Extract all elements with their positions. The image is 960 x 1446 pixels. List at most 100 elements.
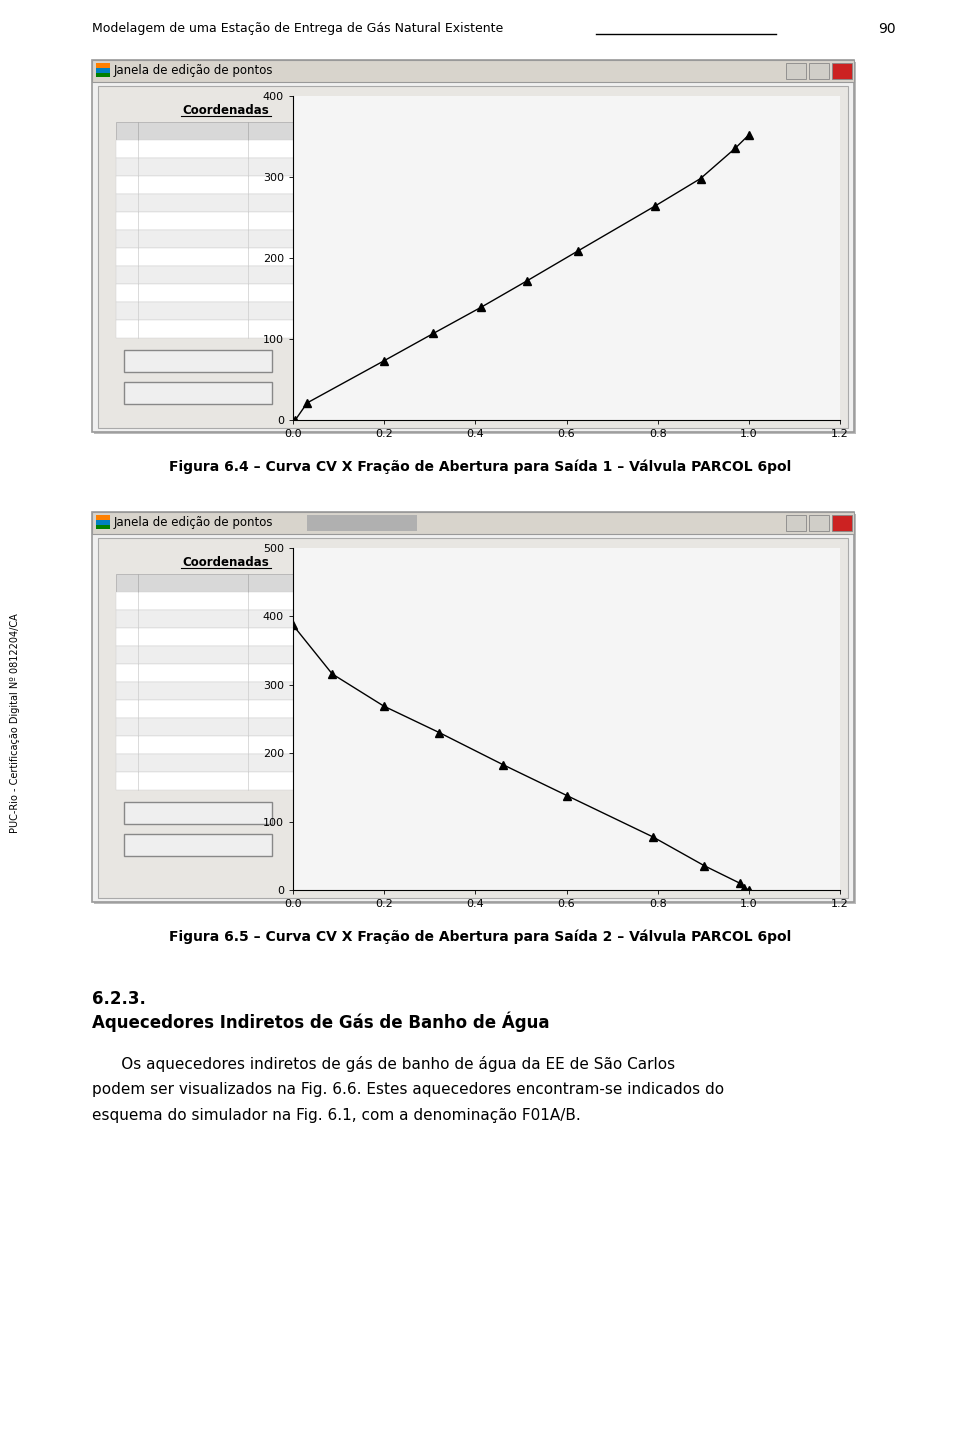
Text: Janela de edição de pontos: Janela de edição de pontos xyxy=(114,64,274,77)
Text: 35.6: 35.6 xyxy=(252,720,276,730)
Bar xyxy=(116,158,298,176)
Bar xyxy=(116,772,298,790)
Text: 171.7: 171.7 xyxy=(252,231,282,241)
Text: 4: 4 xyxy=(118,197,125,205)
Text: 1: 1 xyxy=(118,594,125,604)
Text: 9: 9 xyxy=(118,737,125,748)
Bar xyxy=(116,591,298,610)
Bar xyxy=(116,283,298,302)
Bar xyxy=(94,62,856,434)
Bar xyxy=(772,581,838,604)
Text: 0.031: 0.031 xyxy=(142,161,172,171)
Text: 0.321: 0.321 xyxy=(142,648,172,658)
Text: esquema do simulador na Fig. 6.1, com a denominação F01A/B.: esquema do simulador na Fig. 6.1, com a … xyxy=(92,1108,581,1124)
Bar xyxy=(96,521,110,525)
Bar xyxy=(116,610,298,628)
Text: 0.894: 0.894 xyxy=(142,286,172,296)
Text: 1: 1 xyxy=(118,142,125,152)
Text: 2: 2 xyxy=(118,612,125,622)
Text: –: – xyxy=(793,516,799,526)
Text: Os aquecedores indiretos de gás de banho de água da EE de São Carlos: Os aquecedores indiretos de gás de banho… xyxy=(92,1056,675,1071)
Text: 0.199: 0.199 xyxy=(142,630,172,641)
Text: Calcular: Calcular xyxy=(175,839,221,847)
Bar xyxy=(116,574,298,591)
Text: 0.000: 0.000 xyxy=(142,594,172,604)
Bar xyxy=(124,834,272,856)
Bar xyxy=(116,176,298,194)
Bar xyxy=(116,121,298,140)
Text: 1: 1 xyxy=(142,774,149,784)
Bar xyxy=(809,64,829,80)
Bar xyxy=(116,664,298,683)
Text: 6.2.3.: 6.2.3. xyxy=(92,991,146,1008)
Text: 0.626: 0.626 xyxy=(142,250,172,260)
Bar xyxy=(116,249,298,266)
Bar xyxy=(98,85,848,428)
Text: 0.005: 0.005 xyxy=(142,142,172,152)
Bar xyxy=(92,59,854,82)
Text: CV: CV xyxy=(265,124,281,134)
Text: 77.8: 77.8 xyxy=(252,701,276,711)
Text: 6: 6 xyxy=(118,684,125,694)
Bar xyxy=(116,736,298,753)
Text: 7: 7 xyxy=(118,701,126,711)
Bar xyxy=(116,628,298,646)
Text: 137.7: 137.7 xyxy=(252,684,282,694)
Text: 3.5: 3.5 xyxy=(252,756,269,766)
Text: 139.3: 139.3 xyxy=(252,214,282,224)
Text: 0.789: 0.789 xyxy=(142,701,172,711)
Text: Adicionar pontos: Adicionar pontos xyxy=(152,354,245,364)
Text: X: X xyxy=(838,516,846,526)
Bar xyxy=(786,515,806,531)
Text: 5: 5 xyxy=(118,667,125,675)
Text: 0.308: 0.308 xyxy=(142,197,172,205)
Bar xyxy=(772,130,838,152)
Text: CV: CV xyxy=(265,576,281,586)
Bar xyxy=(772,549,838,573)
Text: –: – xyxy=(793,64,799,74)
Bar xyxy=(98,538,848,898)
Text: 0.199: 0.199 xyxy=(142,178,172,188)
Text: 21.1: 21.1 xyxy=(252,161,276,171)
Bar xyxy=(809,515,829,531)
Text: 0.990: 0.990 xyxy=(142,756,172,766)
Text: 352.0: 352.0 xyxy=(252,322,281,333)
Bar xyxy=(116,753,298,772)
Text: Cancel: Cancel xyxy=(783,134,827,147)
Text: 298.1: 298.1 xyxy=(252,286,282,296)
Text: Aquecedores Indiretos de Gás de Banho de Água: Aquecedores Indiretos de Gás de Banho de… xyxy=(92,1012,549,1032)
Text: 268.9: 268.9 xyxy=(252,630,282,641)
Text: 3: 3 xyxy=(118,178,125,188)
Bar xyxy=(96,68,110,72)
Text: 0.902: 0.902 xyxy=(142,720,172,730)
Text: 0.602: 0.602 xyxy=(142,684,172,694)
Text: 0.794: 0.794 xyxy=(142,268,172,278)
Bar xyxy=(832,515,852,531)
Bar xyxy=(116,302,298,320)
Text: 1: 1 xyxy=(142,322,149,333)
Text: OK: OK xyxy=(796,554,814,567)
Text: 72.9: 72.9 xyxy=(252,178,276,188)
Bar xyxy=(116,194,298,213)
Text: 0.981: 0.981 xyxy=(142,737,172,748)
Bar xyxy=(92,59,854,432)
Text: 0.461: 0.461 xyxy=(142,667,172,675)
Text: 230.1: 230.1 xyxy=(252,648,281,658)
Text: 0.0: 0.0 xyxy=(252,142,269,152)
Bar xyxy=(96,64,110,77)
Text: 0.970: 0.970 xyxy=(142,304,172,314)
Text: 106.9: 106.9 xyxy=(252,197,281,205)
Text: 3: 3 xyxy=(118,630,125,641)
Text: 7: 7 xyxy=(118,250,126,260)
Bar xyxy=(116,266,298,283)
Text: 315.9: 315.9 xyxy=(252,612,282,622)
Bar xyxy=(94,513,856,904)
Bar xyxy=(96,515,110,529)
Text: PUC-Rio - Certificação Digital Nº 0812204/CA: PUC-Rio - Certificação Digital Nº 081220… xyxy=(10,613,20,833)
Bar xyxy=(124,803,272,824)
Text: 183.1: 183.1 xyxy=(252,667,282,675)
Text: 10: 10 xyxy=(118,756,132,766)
Text: Fração de Abert.: Fração de Abert. xyxy=(144,576,242,586)
Text: 11: 11 xyxy=(118,774,132,784)
Text: 5: 5 xyxy=(118,214,125,224)
